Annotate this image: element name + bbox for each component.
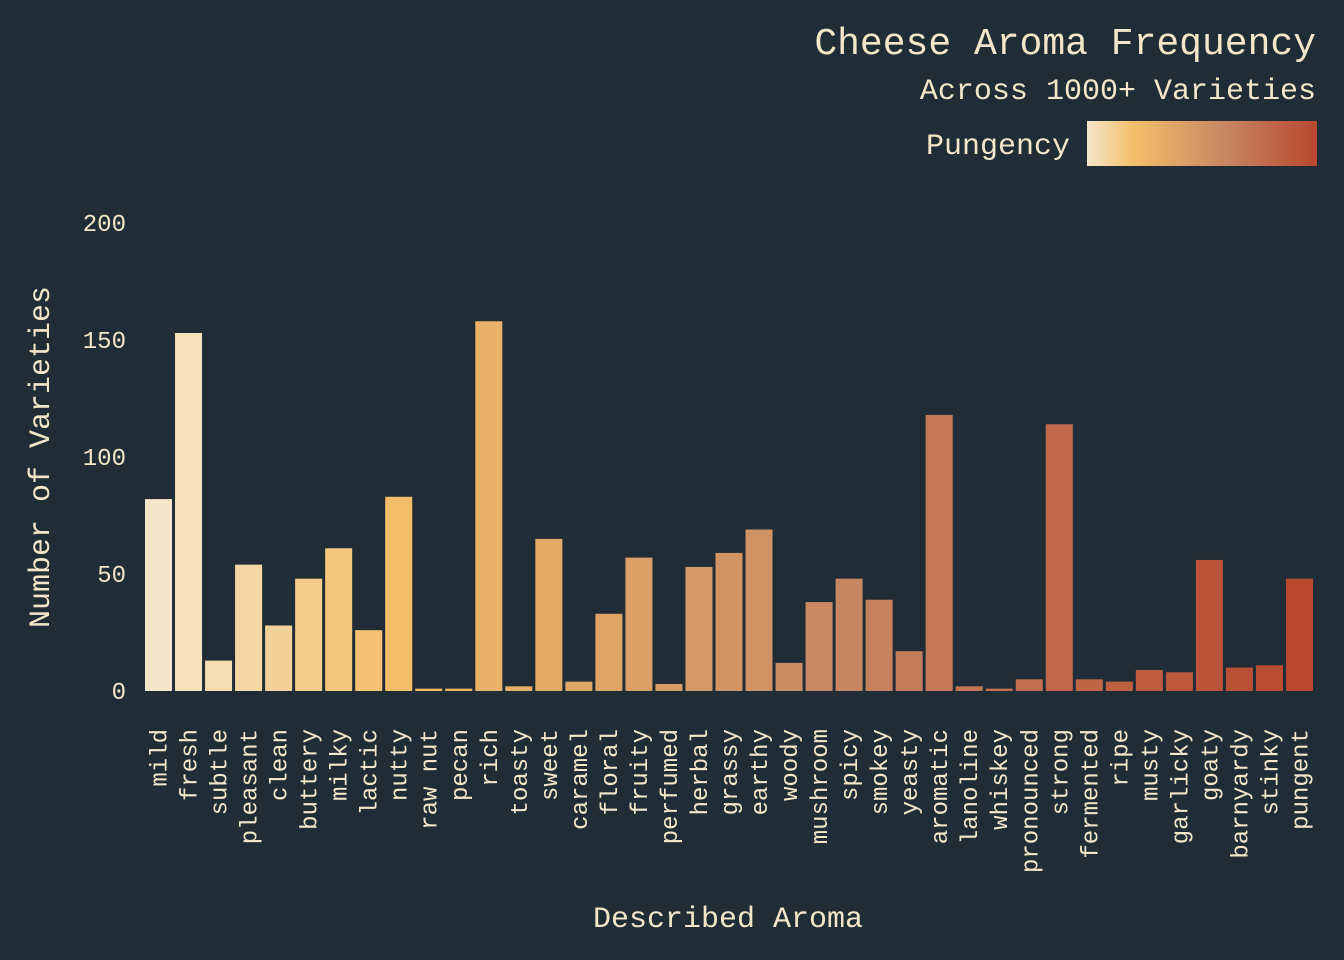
x-tick-label: caramel [568,729,595,830]
x-tick-label: subtle [208,729,235,815]
x-tick-label: earthy [748,729,775,815]
y-tick-label: 200 [83,212,126,239]
x-tick-label: ripe [1108,729,1135,787]
bar-raw-nut [415,688,443,691]
bar-ripe [1105,681,1133,691]
bar-subtle [205,660,233,691]
bars [145,321,1313,691]
legend-colorbar [1087,121,1317,166]
bar-lactic [355,630,383,691]
bar-smokey [865,599,893,691]
x-tick-label: fruity [628,729,655,815]
x-tick-label: musty [1138,729,1165,801]
bar-strong [1045,424,1073,691]
bar-floral [595,613,623,691]
bar-mushroom [805,602,833,691]
bar-lanoline [955,686,983,691]
bar-yeasty [895,651,923,691]
bar-sweet [535,538,563,691]
x-tick-label: yeasty [898,729,925,815]
legend-title: Pungency [926,130,1070,164]
x-tick-label: raw nut [418,729,445,830]
bar-barnyardy [1225,667,1253,691]
bar-musty [1135,669,1163,691]
x-axis-ticks: mild fresh subtle pleasant clean buttery milky… [148,729,1316,873]
bar-spicy [835,578,863,691]
bar-woody [775,662,803,691]
x-tick-label: barnyardy [1228,729,1255,859]
x-tick-label: grassy [718,729,745,815]
bar-perfumed [655,683,683,691]
x-tick-label: stinky [1258,729,1285,815]
legend: Pungency [926,121,1317,166]
bar-herbal [685,566,713,691]
x-tick-label: whiskey [988,729,1015,830]
x-tick-label: smokey [868,729,895,815]
x-tick-label: woody [778,729,805,801]
bar-buttery [295,578,323,691]
bar-fresh [175,332,203,691]
x-tick-label: rich [478,729,505,787]
x-tick-label: pronounced [1018,729,1045,873]
bar-whiskey [985,688,1013,691]
bar-nutty [385,496,413,691]
x-tick-label: pecan [448,729,475,801]
x-tick-label: strong [1048,729,1075,815]
bar-grassy [715,552,743,691]
chart-subtitle: Across 1000+ Varieties [920,75,1316,109]
x-tick-label: perfumed [658,729,685,844]
x-tick-label: nutty [388,729,415,801]
bar-goaty [1195,559,1223,691]
y-axis-ticks: 0 50 100 150 200 [83,212,126,707]
x-tick-label: goaty [1198,729,1225,801]
bar-pungent [1285,578,1313,691]
x-tick-label: buttery [298,729,325,830]
bar-fruity [625,557,653,691]
bar-garlicky [1165,672,1193,691]
x-tick-label: garlicky [1168,729,1195,844]
x-tick-label: fresh [178,729,205,801]
x-tick-label: lactic [358,729,385,815]
bar-rich [475,321,503,691]
bar-toasty [505,686,533,691]
bar-clean [265,625,293,691]
bar-fermented [1075,679,1103,691]
x-tick-label: lanoline [958,729,985,844]
bar-pecan [445,688,473,691]
y-tick-label: 100 [83,446,126,473]
bar-aromatic [925,414,953,691]
bar-earthy [745,529,773,691]
chart-title: Cheese Aroma Frequency [814,23,1316,66]
x-tick-label: pungent [1288,729,1315,830]
x-tick-label: fermented [1078,729,1105,859]
bar-mild [145,499,173,691]
x-tick-label: mushroom [808,729,835,844]
x-tick-label: sweet [538,729,565,801]
x-tick-label: toasty [508,729,535,815]
bar-milky [325,548,353,691]
bar-caramel [565,681,593,691]
y-tick-label: 50 [97,563,126,590]
x-tick-label: floral [598,729,625,815]
x-tick-label: spicy [838,729,865,801]
x-tick-label: herbal [688,729,715,815]
x-tick-label: mild [148,729,175,787]
x-tick-label: pleasant [238,729,265,844]
bar-pleasant [235,564,263,691]
y-tick-label: 150 [83,329,126,356]
y-axis-label: Number of Varieties [25,286,59,628]
bar-pronounced [1015,679,1043,691]
x-axis-label: Described Aroma [593,903,863,937]
x-tick-label: milky [328,729,355,801]
x-tick-label: clean [268,729,295,801]
bar-stinky [1255,665,1283,691]
y-tick-label: 0 [112,680,126,707]
x-tick-label: aromatic [928,729,955,844]
